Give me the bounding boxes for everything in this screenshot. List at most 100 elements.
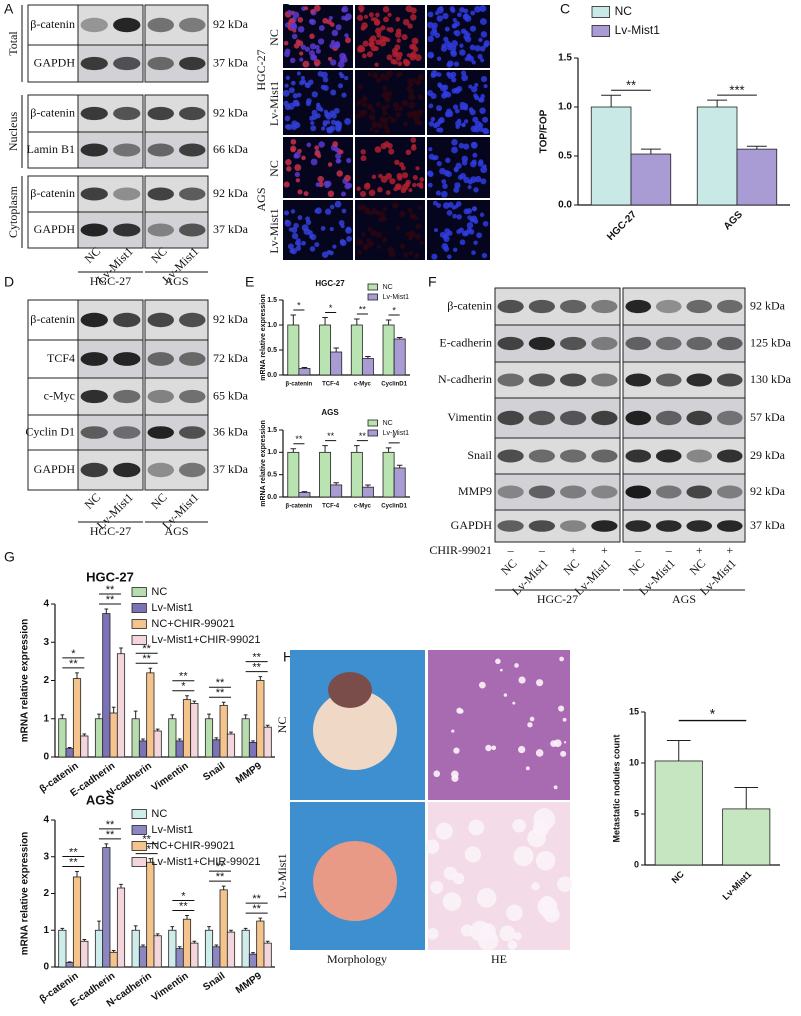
cell-dot <box>419 240 424 246</box>
cell-line-label: AGS <box>672 592 696 606</box>
cell-dot <box>408 101 416 109</box>
he-photo <box>428 650 570 800</box>
cell-dot <box>458 142 465 149</box>
band <box>179 17 206 33</box>
treatment-sign: – <box>634 543 642 557</box>
error-bar <box>290 314 297 325</box>
y-tick-label: 0.5 <box>558 151 572 162</box>
cell-dot <box>471 60 476 65</box>
cell-dot <box>367 226 373 232</box>
cell-dot <box>357 204 364 211</box>
bar <box>263 942 272 968</box>
band <box>528 336 555 351</box>
bar <box>287 451 300 498</box>
band <box>716 336 743 351</box>
cell-dot <box>442 183 448 189</box>
cell-dot <box>315 182 321 187</box>
bar <box>696 106 738 206</box>
band <box>528 410 555 426</box>
cell-dot <box>317 175 324 183</box>
bar <box>256 680 265 758</box>
significance: ** <box>106 829 115 841</box>
error-bar <box>133 925 138 931</box>
chart-title: AGS <box>86 792 115 807</box>
cell-dot <box>367 105 373 111</box>
bar <box>138 946 148 968</box>
size-label: 92 kDa <box>750 484 786 498</box>
cell-dot <box>400 165 406 171</box>
he-space <box>562 717 567 722</box>
error-bar <box>104 843 109 848</box>
cell-dot <box>360 155 367 162</box>
fraction-label: Total <box>6 31 20 56</box>
band <box>113 187 141 201</box>
band <box>625 485 652 499</box>
cell-dot <box>413 252 420 259</box>
he-space <box>461 924 474 937</box>
cell-dot <box>479 212 485 218</box>
cell-dot <box>327 56 333 61</box>
cell-dot <box>324 208 332 215</box>
significance: ** <box>359 431 367 441</box>
cell-dot <box>470 125 478 133</box>
error-bar <box>185 915 189 920</box>
cell-dot <box>282 89 290 97</box>
band <box>716 373 743 387</box>
y-tick-label: 4 <box>43 599 49 610</box>
cell-dot <box>410 137 417 143</box>
bar <box>263 726 272 758</box>
panel-letter: C <box>560 1 570 17</box>
x-tick-label: β-catenin <box>286 504 313 510</box>
cell-dot <box>369 41 375 47</box>
band <box>113 426 141 439</box>
treatment-label: CHIR-99021 <box>429 543 492 557</box>
band <box>716 449 743 463</box>
legend-label: NC <box>151 808 167 820</box>
cell-dot <box>402 100 407 105</box>
y-tick-label: 3 <box>43 851 49 862</box>
he-space <box>553 739 562 748</box>
cell-dot <box>402 18 410 26</box>
band <box>497 485 524 499</box>
y-tick-label: 4 <box>43 815 49 826</box>
cell-dot <box>448 42 453 48</box>
bar <box>212 739 221 758</box>
error-bar <box>214 944 219 947</box>
cell-dot <box>284 219 290 224</box>
group-label: Lv-Mist1 <box>267 208 281 253</box>
cell-dot <box>445 157 451 163</box>
panel-letter: F <box>428 274 437 290</box>
he-space <box>525 766 530 771</box>
cell-dot <box>346 235 353 242</box>
cell-dot <box>481 252 488 259</box>
cell-dot <box>322 76 329 83</box>
cell-dot <box>443 170 450 176</box>
legend-swatch <box>367 293 379 301</box>
cell-dot <box>340 191 347 197</box>
cell-dot <box>461 160 468 166</box>
cell-dot <box>468 84 473 89</box>
cell-dot <box>294 151 301 159</box>
cell-dot <box>335 123 342 131</box>
cell-dot <box>339 73 345 79</box>
cell-dot <box>392 59 398 65</box>
cell-dot <box>441 179 447 184</box>
legend-swatch <box>591 25 611 37</box>
fraction-label: Cytoplasm <box>6 185 20 238</box>
cell-dot <box>290 80 296 86</box>
cell-dot <box>344 33 349 38</box>
cell-dot <box>444 111 451 118</box>
cell-dot <box>283 181 290 188</box>
bar <box>190 703 199 758</box>
cell-dot <box>361 95 368 102</box>
cell-dot <box>414 233 422 240</box>
cell-dot <box>436 105 442 112</box>
cell-dot <box>368 189 376 197</box>
error-bar <box>60 714 65 719</box>
cell-dot <box>461 230 468 237</box>
band <box>716 299 743 314</box>
significance: ** <box>216 871 225 883</box>
cell-dot <box>335 153 342 160</box>
error-bar <box>243 714 248 719</box>
